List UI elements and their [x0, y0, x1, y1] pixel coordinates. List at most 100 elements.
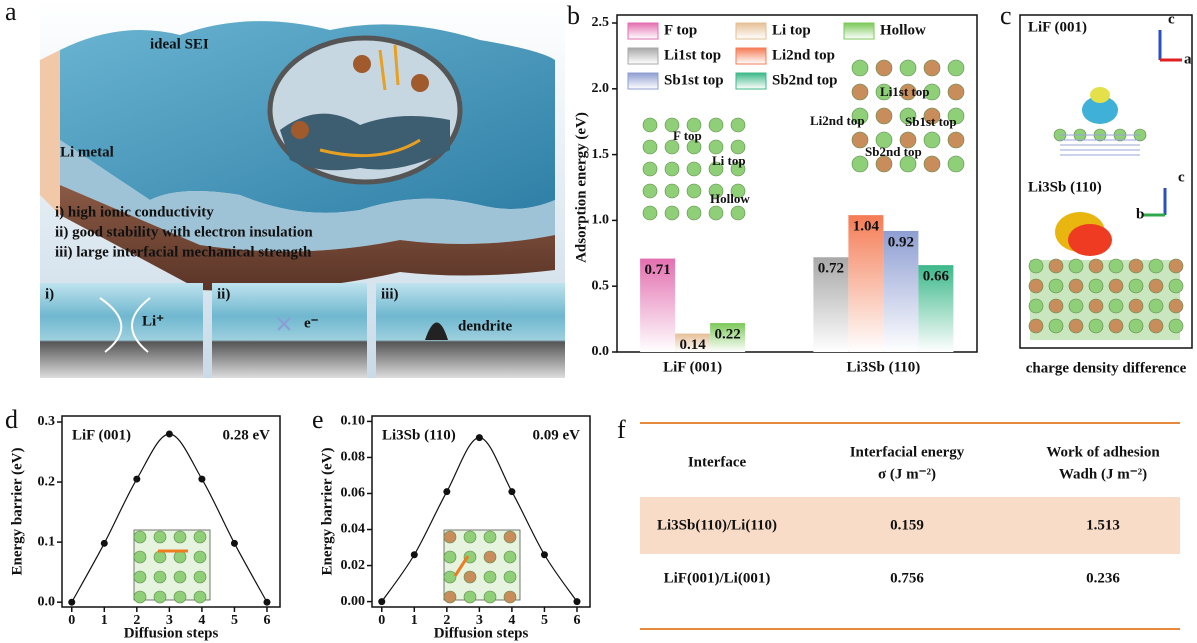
y-tick-label: 0.2: [38, 474, 56, 489]
atom: [948, 60, 964, 76]
panel-label: c: [1000, 1, 1012, 30]
data-point: [411, 551, 418, 558]
data-point: [476, 434, 483, 441]
y-tick-label: 2.0: [592, 81, 610, 96]
atom: [1069, 319, 1083, 333]
atom: [643, 162, 657, 176]
atom: [948, 84, 964, 100]
inset-annotation: F top: [673, 128, 702, 143]
y-tick-label: 0.5: [592, 278, 610, 293]
inset-annotation: Hollow: [710, 191, 750, 206]
bar: [848, 215, 883, 352]
atom: [504, 551, 516, 563]
sub-panel-text: e⁻: [304, 315, 319, 331]
inset-annotation: Li1st top: [880, 84, 929, 99]
atom: [1069, 299, 1083, 313]
atom: [687, 206, 701, 220]
value-label: 0.71: [644, 262, 670, 278]
table-cell: 0.236: [1086, 570, 1120, 586]
li-ion: [353, 55, 371, 73]
atom: [1169, 299, 1183, 313]
x-tick-label: Li3Sb (110): [847, 359, 921, 375]
caption: charge density difference: [1026, 360, 1187, 376]
y-axis-label: Energy barrier (eV): [9, 447, 25, 575]
atom: [504, 591, 516, 603]
data-point: [198, 476, 205, 483]
atom: [1109, 279, 1123, 293]
atom: [444, 571, 456, 583]
atom: [174, 591, 186, 603]
atom: [687, 162, 701, 176]
legend-swatch: [736, 48, 766, 64]
data-point: [573, 598, 580, 605]
annotation: 0.28 eV: [223, 427, 271, 443]
legend-swatch: [844, 23, 874, 39]
y-tick-label: 1.0: [592, 213, 610, 228]
sub-panel-text: Li⁺: [142, 313, 164, 329]
atom: [134, 571, 146, 583]
data-point: [263, 599, 270, 606]
legend-label: Li1st top: [664, 47, 721, 63]
property-text: ii) good stability with electron insulat…: [55, 224, 313, 240]
atom: [1089, 259, 1103, 273]
x-tick-label: 6: [573, 613, 580, 628]
inset-annotation: Sb2nd top: [865, 144, 922, 159]
inset-annotation: Li top: [712, 153, 746, 168]
atom: [1129, 259, 1143, 273]
value-label: 0.14: [679, 337, 706, 353]
header-cell: Interfacial energy: [850, 444, 965, 460]
atom: [154, 571, 166, 583]
data-point: [508, 488, 515, 495]
atom: [643, 140, 657, 154]
atom: [924, 156, 940, 172]
y-axis-label: Adsorption energy (eV): [573, 112, 589, 263]
atom: [134, 551, 146, 563]
legend-label: F top: [664, 22, 697, 38]
atom: [444, 531, 456, 543]
data-point: [443, 488, 450, 495]
atom: [504, 531, 516, 543]
atom: [731, 140, 745, 154]
atom: [1089, 279, 1103, 293]
slab-edge: [40, 50, 60, 215]
atom: [665, 162, 679, 176]
atom: [852, 60, 868, 76]
surface-label: ideal SEI: [150, 36, 209, 52]
li-ion: [291, 121, 309, 139]
atom: [444, 591, 456, 603]
annotation: 0.09 eV: [533, 427, 581, 443]
y-tick-label: 0.02: [341, 558, 366, 573]
x-tick-label: 1: [101, 613, 108, 628]
legend-swatch: [628, 48, 658, 64]
panel-label: f: [617, 415, 626, 444]
legend-label: Li2nd top: [772, 47, 835, 63]
header-cell: Wadh (J m⁻²): [1059, 466, 1147, 482]
atom: [1149, 319, 1163, 333]
value-label: 0.22: [714, 326, 740, 342]
atom: [665, 184, 679, 198]
atom: [1109, 299, 1123, 313]
legend-swatch: [736, 23, 766, 39]
data-point: [378, 598, 385, 605]
y-tick-label: 0.0: [592, 344, 610, 359]
y-tick-label: 0.1: [38, 534, 56, 549]
atom: [1069, 259, 1083, 273]
atom: [444, 551, 456, 563]
x-tick-label: 0: [68, 613, 75, 628]
y-tick-label: 0.0: [38, 594, 56, 609]
atom: [1149, 279, 1163, 293]
header-cell: Interface: [688, 454, 747, 470]
sub-panel-text: dendrite: [458, 318, 513, 334]
axis-tag: b: [1136, 206, 1144, 222]
table-cell: 0.159: [890, 517, 924, 533]
atom: [194, 571, 206, 583]
inset-annotation: Li2nd top: [810, 113, 865, 128]
value-label: 1.04: [853, 219, 880, 235]
atom: [852, 84, 868, 100]
figure: abcdefideal SEILi metali) high ionic con…: [0, 0, 1197, 643]
atom: [1049, 299, 1063, 313]
surface-label: Li metal: [60, 144, 114, 160]
value-label: 0.92: [888, 234, 914, 250]
atom: [1129, 319, 1143, 333]
legend-swatch: [628, 23, 658, 39]
